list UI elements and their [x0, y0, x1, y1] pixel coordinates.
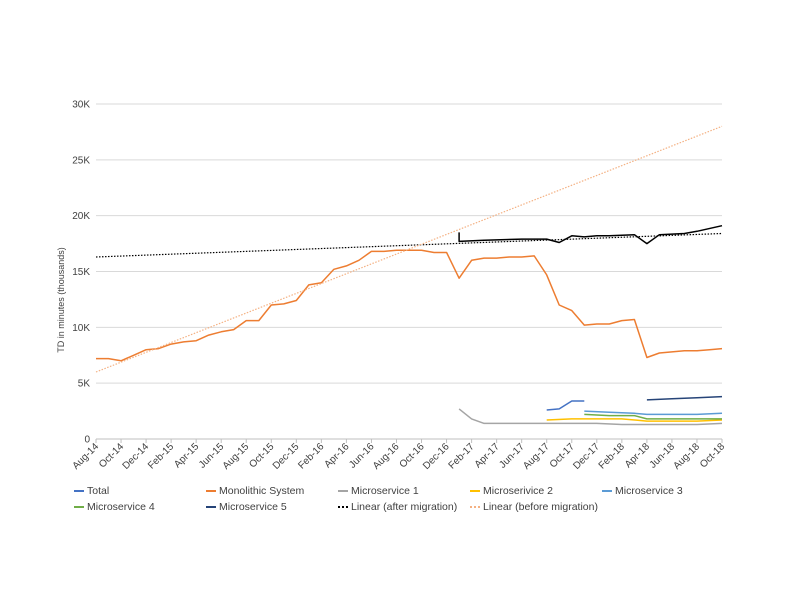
- legend-item: Microserivice 2: [470, 484, 602, 498]
- legend: Total Monolithic System Microservice 1 Micr…: [74, 484, 764, 514]
- series-line: [96, 249, 723, 362]
- series-line: [95, 125, 723, 373]
- y-tick-label: 30K: [72, 100, 90, 111]
- x-tick-label: Dec-15: [271, 441, 302, 472]
- legend-item: Total: [74, 484, 206, 498]
- legend-swatch: [470, 490, 480, 492]
- x-tick-label: Feb-16: [296, 441, 326, 471]
- legend-swatch: [602, 490, 612, 492]
- x-tick-label: Aug-16: [371, 441, 402, 472]
- legend-label: Monolithic System: [219, 485, 305, 497]
- x-tick-label: Aug-18: [671, 441, 702, 472]
- x-tick-label: Aug-15: [221, 441, 252, 472]
- series-line: [584, 410, 723, 416]
- legend-label: Linear (before migration): [483, 501, 598, 513]
- x-tick-label: Feb-15: [146, 441, 176, 471]
- legend-label: Total: [87, 485, 110, 497]
- legend-label: Microservice 3: [615, 485, 683, 497]
- legend-label: Microserivice 2: [483, 485, 554, 497]
- legend-label: Microservice 5: [219, 501, 287, 513]
- legend-swatch: [74, 506, 84, 508]
- legend-item: Linear (before migration): [470, 500, 602, 514]
- legend-swatch: [206, 506, 216, 508]
- x-tick-label: Dec-14: [121, 441, 152, 472]
- series-line: [95, 232, 723, 258]
- x-tick-label: Apr-17: [473, 441, 502, 470]
- y-tick-label: 20K: [72, 211, 90, 222]
- x-tick-label: Feb-17: [447, 441, 477, 471]
- legend-label: Microservice 4: [87, 501, 155, 513]
- series-line: [458, 224, 723, 245]
- x-tick-label: Aug-14: [71, 441, 102, 472]
- legend-swatch: [470, 506, 480, 508]
- series-line: [546, 400, 585, 411]
- x-tick-label: Oct-18: [698, 441, 727, 470]
- legend-swatch: [74, 490, 84, 492]
- x-tick-label: Apr-16: [323, 441, 352, 470]
- legend-swatch: [338, 506, 348, 508]
- x-tick-label: Dec-16: [421, 441, 452, 472]
- series-lines: [95, 125, 723, 426]
- legend-label: Microservice 1: [351, 485, 419, 497]
- legend-item: Monolithic System: [206, 484, 338, 498]
- x-tick-label: Apr-15: [172, 441, 201, 470]
- y-tick-label: 5K: [78, 379, 91, 390]
- series-line: [546, 418, 723, 422]
- legend-swatch: [206, 490, 216, 492]
- legend-label: Linear (after migration): [351, 501, 458, 513]
- series-line: [646, 395, 723, 401]
- y-tick-label: 15K: [72, 267, 90, 278]
- legend-item: Microservice 1: [338, 484, 470, 498]
- y-tick-label: 25K: [72, 155, 90, 166]
- x-tick-label: Dec-17: [571, 441, 602, 472]
- legend-item: Microservice 4: [74, 500, 206, 514]
- y-tick-label: 0: [84, 435, 90, 446]
- x-tick-label: Apr-18: [623, 441, 652, 470]
- legend-item: Microservice 5: [206, 500, 338, 514]
- legend-item: Linear (after migration): [338, 500, 470, 514]
- x-tick-label: Feb-18: [597, 441, 627, 471]
- legend-item: Microservice 3: [602, 484, 734, 498]
- series-line: [458, 408, 723, 426]
- y-axis-label: TD in minutes (thousands): [56, 247, 66, 353]
- legend-swatch: [338, 490, 348, 492]
- series-line: [584, 413, 722, 420]
- y-tick-label: 10K: [72, 323, 90, 334]
- x-tick-label: Aug-17: [521, 441, 552, 472]
- gridlines: [96, 103, 722, 384]
